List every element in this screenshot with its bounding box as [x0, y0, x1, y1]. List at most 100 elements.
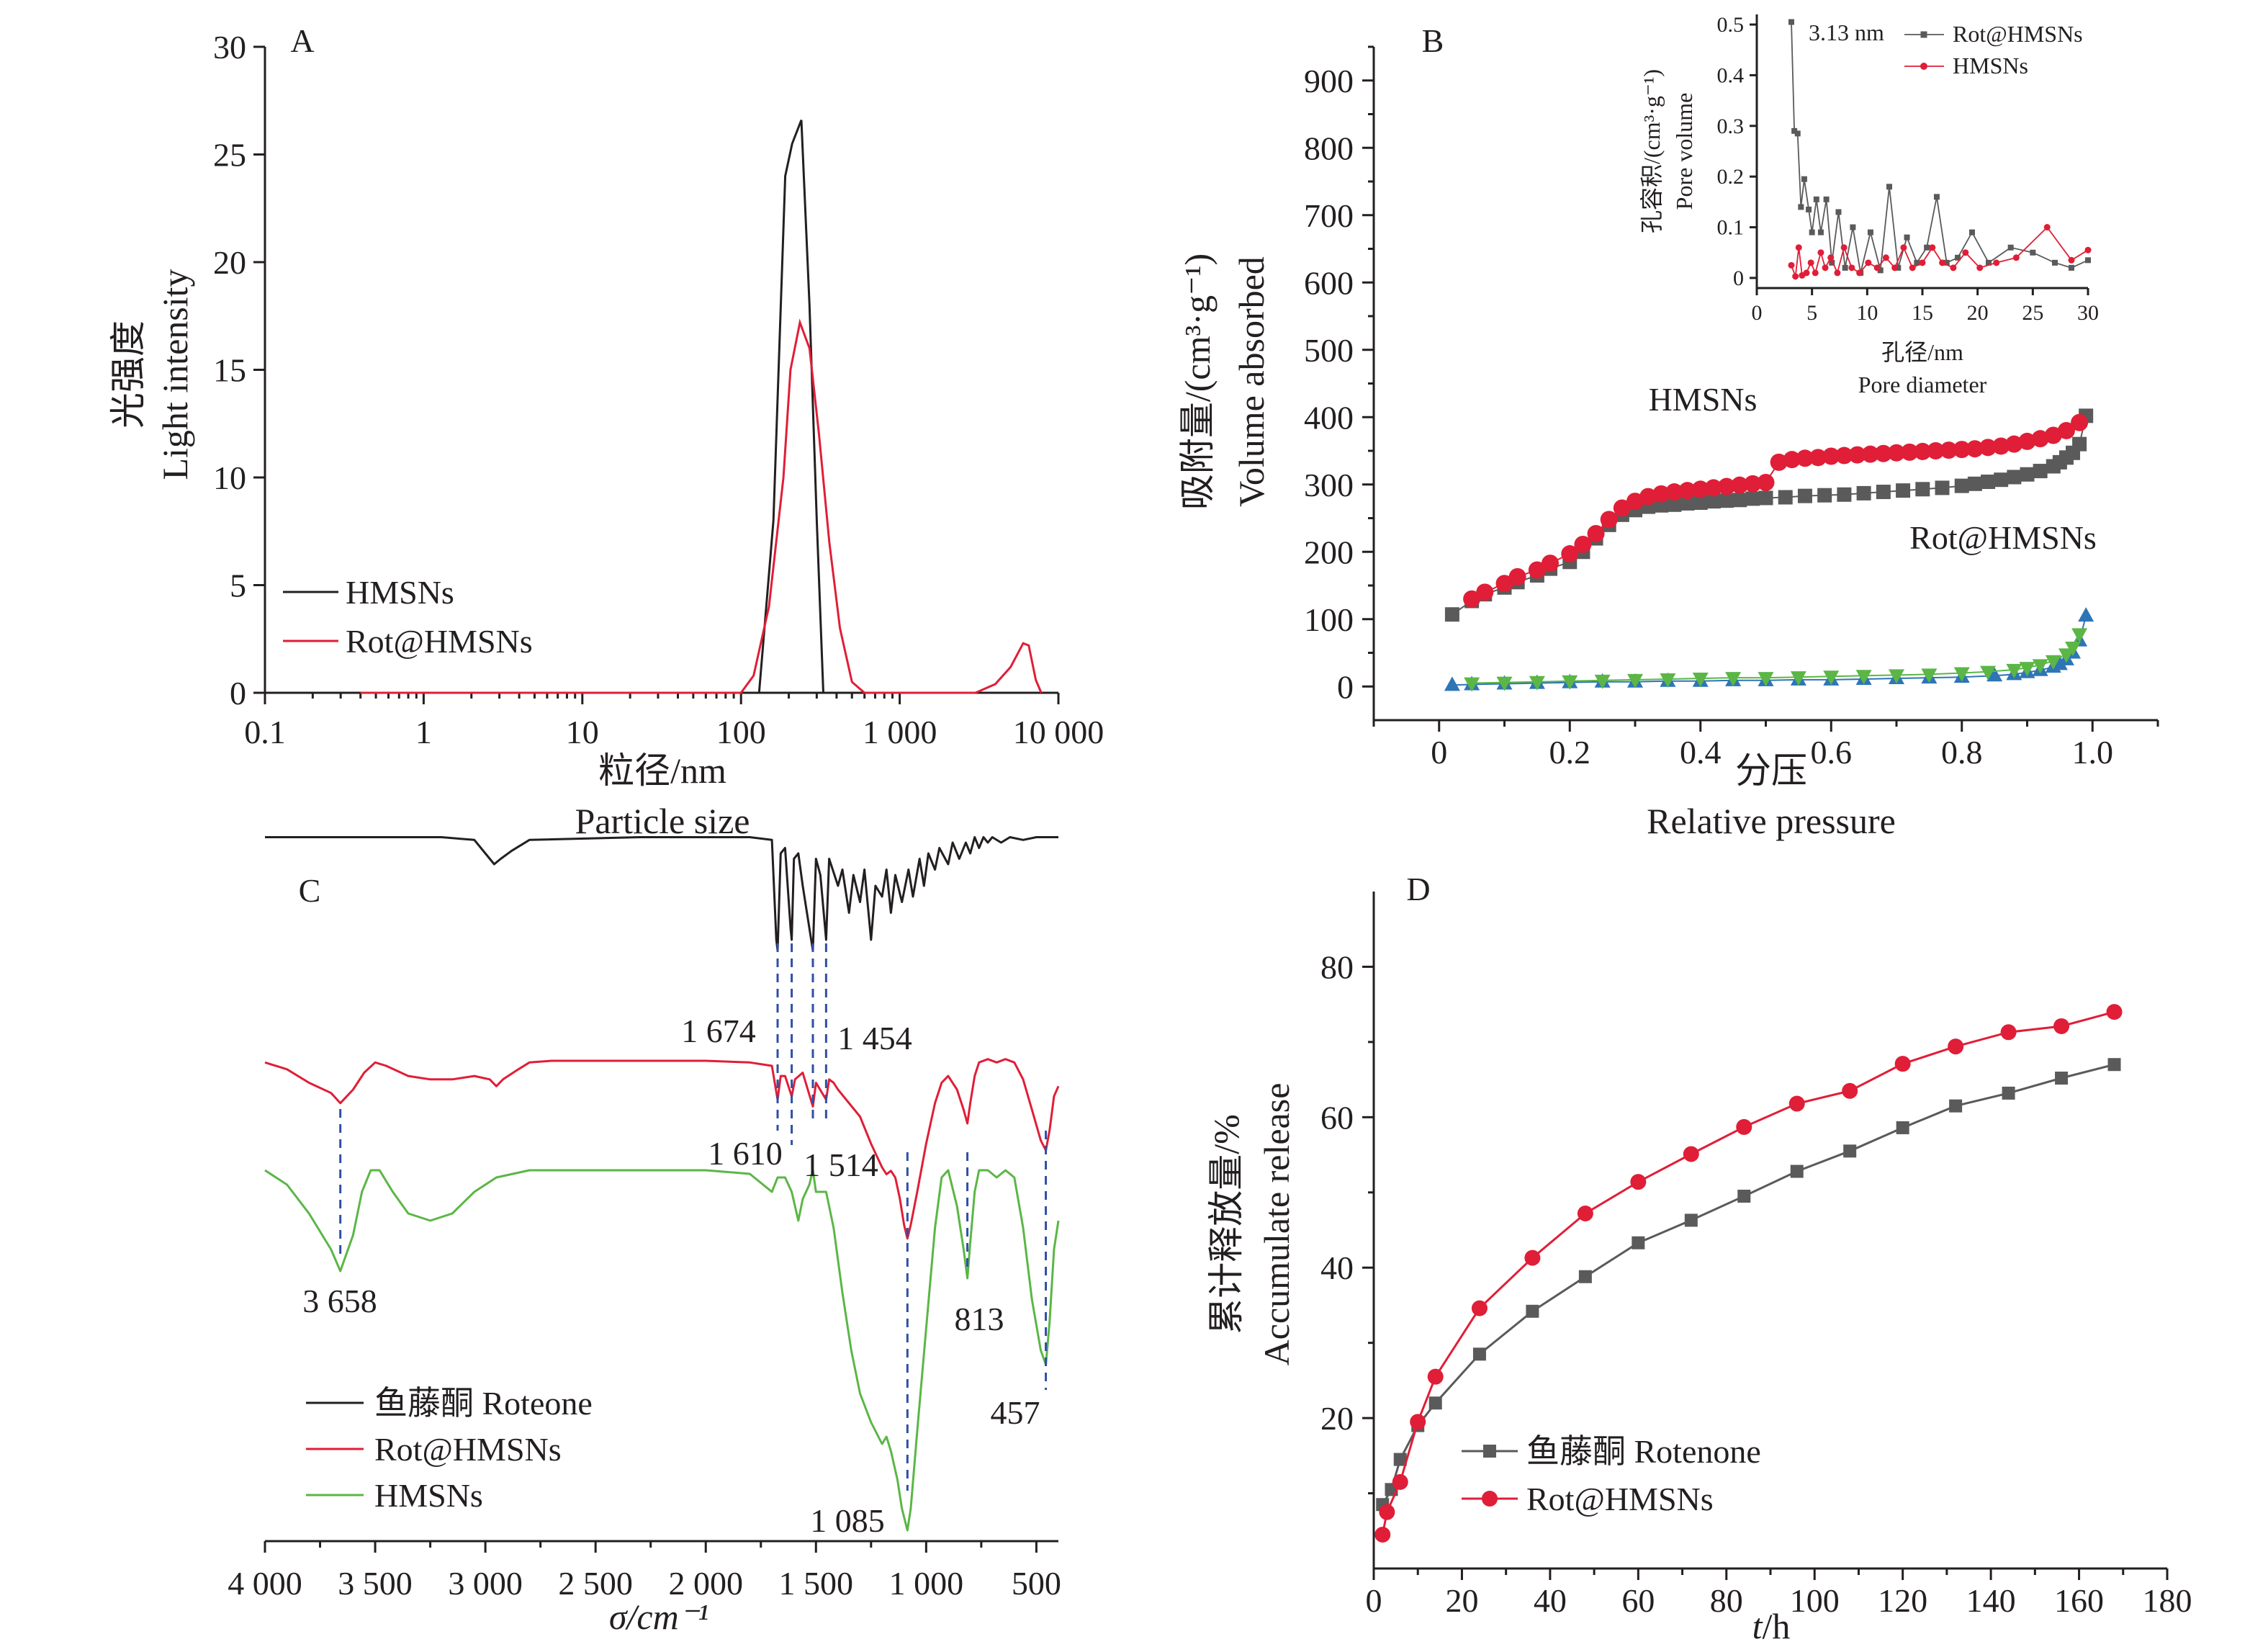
- data-point: [1992, 437, 2010, 455]
- data-point: [2002, 1086, 2015, 1100]
- inset-data-point: [2069, 264, 2074, 271]
- data-point: [1980, 665, 1997, 681]
- data-point: [1392, 1473, 1408, 1490]
- x-tick-label: 20: [1445, 1582, 1478, 1619]
- data-point: [1736, 1118, 1752, 1135]
- y-tick-label: 700: [1304, 197, 1354, 234]
- inset-data-point: [2030, 249, 2036, 256]
- y-axis-title-en: Accumulate release: [1256, 1083, 1297, 1366]
- data-point: [1626, 493, 1644, 511]
- data-point: [1600, 511, 1618, 529]
- y-tick-label: 20: [213, 244, 246, 281]
- data-point: [1496, 676, 1513, 691]
- peak-label: 1 674: [681, 1013, 756, 1049]
- data-point: [1627, 673, 1643, 688]
- inset-x-tick-label: 30: [2077, 301, 2099, 325]
- data-point: [1783, 451, 1801, 469]
- data-point: [1817, 488, 1832, 503]
- data-point: [1896, 1121, 1909, 1134]
- x-axis-title-cn: 粒径/nm: [598, 750, 726, 791]
- x-tick-label: 1 000: [889, 1565, 964, 1602]
- data-point: [1725, 672, 1742, 687]
- data-point: [1967, 476, 1982, 491]
- data-point: [1444, 607, 1459, 622]
- inset-data-point: [1873, 264, 1881, 271]
- data-point: [1894, 1056, 1911, 1072]
- data-point: [2018, 432, 2036, 450]
- x-tick-label: 10: [566, 714, 599, 750]
- data-point: [2005, 435, 2023, 453]
- data-point: [1842, 1082, 1858, 1099]
- inset-y-axis-title-cn: 孔容积/(cm³·g⁻¹): [1639, 69, 1665, 233]
- data-point: [1949, 1099, 1963, 1113]
- data-point: [1495, 575, 1513, 593]
- data-point: [1528, 561, 1546, 579]
- data-point: [1652, 485, 1670, 503]
- x-tick-label: 0: [1366, 1582, 1382, 1619]
- data-point: [2071, 628, 2088, 643]
- data-point: [2065, 642, 2082, 657]
- panel-letter: B: [1422, 22, 1444, 59]
- inset-data-point: [1798, 204, 1804, 210]
- data-point: [2107, 1058, 2121, 1072]
- data-point: [2106, 1004, 2123, 1020]
- x-tick-label: 3 000: [448, 1565, 523, 1602]
- data-point: [1809, 449, 1827, 467]
- inset-data-point: [1813, 196, 1819, 202]
- data-point: [1667, 497, 1682, 512]
- inset-data-point: [1867, 229, 1873, 235]
- data-point: [1757, 473, 1775, 491]
- data-point: [1788, 1095, 1805, 1112]
- data-point: [1823, 670, 1840, 686]
- data-point: [1632, 1236, 1645, 1249]
- x-tick-label: 4 000: [228, 1565, 302, 1602]
- data-point: [1797, 488, 1812, 503]
- x-tick-label: 0.2: [1549, 734, 1591, 771]
- y-tick-label: 400: [1304, 399, 1354, 436]
- data-point: [1578, 1270, 1592, 1283]
- data-point: [2031, 430, 2049, 448]
- data-point: [1706, 494, 1721, 509]
- data-point: [2019, 662, 2035, 677]
- legend-label: Rot@HMSNs: [1526, 1481, 1714, 1517]
- data-point: [1835, 446, 1853, 465]
- data-point: [1966, 440, 1984, 458]
- y-tick-label: 0: [1337, 668, 1354, 705]
- inset-data-point: [1962, 249, 1969, 256]
- inset-y-tick-label: 0.5: [1717, 13, 1745, 37]
- panel-letter: D: [1406, 871, 1430, 907]
- inset-peak-annotation: 3.13 nm: [1809, 19, 1884, 45]
- data-point: [1953, 441, 1971, 459]
- data-point: [1393, 1453, 1407, 1466]
- data-point: [2032, 659, 2048, 674]
- inset-x-axis-title-en: Pore diameter: [1858, 372, 1987, 398]
- data-point: [1471, 1300, 1488, 1316]
- data-point: [1665, 483, 1683, 501]
- inset-data-point: [1823, 196, 1830, 202]
- inset-y-tick-label: 0.2: [1717, 165, 1745, 189]
- data-point: [1680, 495, 1695, 511]
- data-point: [2044, 426, 2062, 444]
- inset-y-axis-title-en: Pore volume: [1671, 93, 1697, 210]
- data-point: [1704, 479, 1722, 497]
- inset-data-point: [1788, 19, 1794, 25]
- x-tick-label: 120: [1878, 1582, 1927, 1619]
- data-point: [1940, 441, 1958, 459]
- x-tick-label: 80: [1710, 1582, 1743, 1619]
- inset-data-point: [2052, 259, 2058, 266]
- inset-y-tick-label: 0.1: [1717, 216, 1745, 240]
- x-axis-title-en: Particle size: [575, 801, 750, 841]
- y-tick-label: 20: [1320, 1400, 1354, 1437]
- inset-data-point: [1933, 194, 1940, 200]
- data-point: [1737, 1190, 1751, 1203]
- data-point: [1744, 475, 1762, 493]
- inset-data-point: [1812, 269, 1819, 277]
- inset-data-point: [2068, 256, 2075, 264]
- inset-series-line: [1791, 22, 2089, 274]
- data-point: [1874, 444, 1892, 462]
- inset-data-point: [2043, 224, 2051, 231]
- data-point: [1691, 480, 1709, 498]
- y-tick-label: 10: [213, 459, 246, 496]
- legend-label: HMSNs: [374, 1477, 483, 1514]
- x-axis-title: σ/cm⁻¹: [609, 1597, 708, 1637]
